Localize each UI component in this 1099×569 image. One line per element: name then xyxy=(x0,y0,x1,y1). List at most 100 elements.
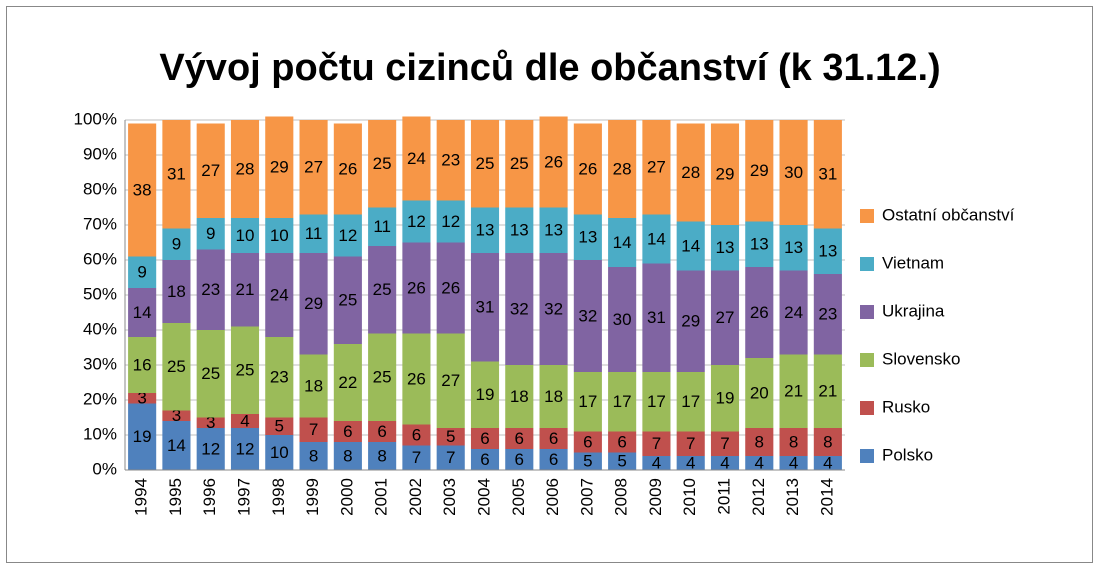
data-label: 26 xyxy=(407,278,426,297)
bar-segment xyxy=(265,435,294,470)
bar-segment xyxy=(779,354,808,428)
data-label: 25 xyxy=(167,357,186,376)
bar-segment xyxy=(779,456,808,470)
bar-segment xyxy=(230,414,260,428)
data-label: 25 xyxy=(510,154,529,173)
data-label: 21 xyxy=(784,382,803,401)
data-label: 4 xyxy=(686,453,695,472)
data-label: 4 xyxy=(720,453,729,472)
bar-segment xyxy=(676,221,705,271)
bar-segment xyxy=(710,365,740,432)
bar-segment xyxy=(299,253,328,355)
data-label: 13 xyxy=(818,242,837,261)
bar-segment xyxy=(128,403,157,470)
data-label: 9 xyxy=(206,224,215,243)
y-tick-label: 30% xyxy=(83,354,117,373)
bar-segment xyxy=(470,361,500,428)
x-tick-label: 1995 xyxy=(166,478,185,516)
bar-segment xyxy=(608,120,637,218)
bar-segment xyxy=(573,214,602,260)
data-label: 11 xyxy=(305,224,323,243)
bar-segment xyxy=(162,323,191,411)
data-label: 12 xyxy=(407,212,426,231)
bar-segment xyxy=(573,123,602,215)
bar-segment xyxy=(470,120,500,208)
data-label: 4 xyxy=(755,453,764,472)
bar-segment xyxy=(745,358,774,428)
data-label: 9 xyxy=(137,263,146,282)
bar-segment xyxy=(196,218,225,250)
legend-label: Vietnam xyxy=(882,253,944,272)
bar-segment xyxy=(573,372,602,432)
data-label: 10 xyxy=(270,226,289,245)
data-label: 25 xyxy=(236,361,255,380)
bar-segment xyxy=(368,246,397,334)
bar-segment xyxy=(196,249,225,330)
data-label: 4 xyxy=(240,411,249,430)
bar-segment xyxy=(745,267,774,358)
x-tick-label: 2009 xyxy=(646,478,665,516)
y-tick-label: 100% xyxy=(74,109,117,128)
bar-segment xyxy=(196,330,225,418)
data-label: 16 xyxy=(133,355,152,374)
x-tick-label: 2003 xyxy=(440,478,459,516)
bar-segment xyxy=(128,256,157,288)
bar-segment xyxy=(368,120,397,208)
data-label: 19 xyxy=(716,389,735,408)
data-label: 21 xyxy=(818,382,837,401)
data-label: 32 xyxy=(578,306,597,325)
data-label: 23 xyxy=(441,151,460,170)
data-label: 13 xyxy=(578,228,597,247)
bar-segment xyxy=(539,449,568,470)
bar-segment xyxy=(436,242,465,334)
data-label: 32 xyxy=(510,299,529,318)
data-label: 18 xyxy=(304,376,323,395)
data-label: 17 xyxy=(647,392,666,411)
data-label: 29 xyxy=(270,158,289,177)
bar-segment xyxy=(779,428,808,456)
data-label: 8 xyxy=(755,432,764,451)
data-label: 12 xyxy=(338,226,357,245)
bar-segment xyxy=(128,337,157,393)
bar-segment xyxy=(813,274,842,355)
data-label: 17 xyxy=(681,392,700,411)
legend-swatch xyxy=(860,449,874,463)
bar-segment xyxy=(162,421,191,470)
bar-segment xyxy=(265,253,294,337)
x-tick-label: 2002 xyxy=(406,478,425,516)
bar-segment xyxy=(230,253,260,327)
legend-swatch xyxy=(860,257,874,271)
bar-segment xyxy=(813,456,842,470)
data-label: 8 xyxy=(377,446,386,465)
bar-segment xyxy=(608,431,637,453)
bar-segment xyxy=(436,120,465,201)
bar-segment xyxy=(230,428,260,470)
data-label: 4 xyxy=(823,453,832,472)
bar-segment xyxy=(299,214,328,253)
bar-segment xyxy=(230,326,260,414)
bar-segment xyxy=(402,116,431,201)
bar-segment xyxy=(368,421,397,442)
bar-segment xyxy=(745,456,774,470)
y-tick-label: 50% xyxy=(83,284,117,303)
chart-title: Vývoj počtu cizinců dle občanství (k 31.… xyxy=(159,47,940,89)
data-label: 6 xyxy=(515,450,524,469)
data-label: 29 xyxy=(681,312,700,331)
bar-segment xyxy=(573,260,602,372)
bar-segment xyxy=(402,333,431,425)
data-label: 6 xyxy=(480,450,489,469)
bar-segment xyxy=(642,456,671,470)
y-tick-label: 80% xyxy=(83,179,117,198)
x-tick-label: 2014 xyxy=(817,478,836,516)
data-label: 28 xyxy=(613,159,632,178)
x-tick-label: 2010 xyxy=(680,478,699,516)
bar-segment xyxy=(196,417,225,428)
bar-segment xyxy=(676,372,705,432)
bar-segment xyxy=(505,428,534,449)
data-label: 5 xyxy=(583,452,592,471)
data-label: 8 xyxy=(789,432,798,451)
bar-segment xyxy=(368,442,397,470)
x-tick-label: 2006 xyxy=(543,478,562,516)
x-tick-label: 1999 xyxy=(303,478,322,516)
